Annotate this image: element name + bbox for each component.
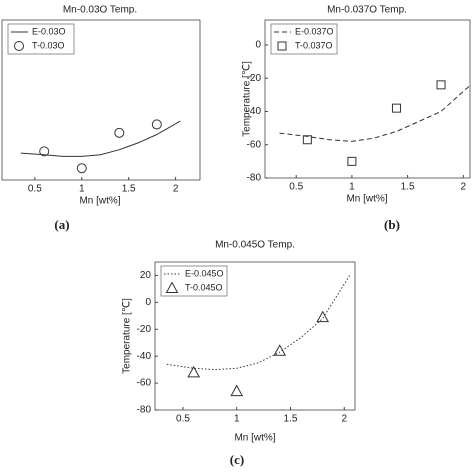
legend-label: T-0.045O [185,282,223,292]
plot-area [1,19,201,181]
y-tick-label: -80 [137,405,152,416]
legend-label: T-0.037O [295,40,333,50]
x-tick-label: 2 [173,184,179,195]
x-tick-label: 1.5 [284,414,298,425]
legend-marker [165,281,179,293]
line [279,86,470,142]
panel-label: (c) [230,452,244,467]
chart-title: Mn-0.037O Temp. [327,5,407,16]
x-axis-label: Mn [wt%] [79,196,120,207]
point [187,365,201,378]
legend-marker [14,41,24,51]
legend-box [270,23,338,55]
y-tick-label: 0 [145,297,151,308]
panel-label: (a) [54,217,69,232]
line [166,275,351,371]
point [347,156,357,166]
point [76,163,87,174]
y-tick-label: -60 [247,139,262,150]
x-tick-label: 1 [349,182,355,193]
legend-label: E-0.037O [295,26,334,36]
x-tick-label: 1.5 [122,184,136,195]
y-tick-label: 20 [140,270,152,281]
point [391,103,401,113]
point [39,146,50,157]
x-axis-label: Mn [wt%] [234,433,275,444]
point [151,119,162,130]
line [20,120,181,157]
panel-label: (b) [384,217,400,232]
x-tick-label: 2 [341,414,347,425]
plot-area [264,19,471,179]
legend-label: E-0.03O [32,26,66,36]
plot-area [154,261,356,411]
x-tick-label: 2 [461,182,467,193]
point [114,127,125,138]
x-tick-label: 0.5 [289,182,303,193]
point [273,344,287,356]
legend-label: T-0.03O [32,40,65,50]
y-axis-label: Temperature [℃] [242,61,253,137]
y-tick-label: -80 [247,173,262,184]
x-tick-label: 0.5 [176,414,190,425]
y-axis-label: Temperature [℃] [122,298,133,374]
x-tick-label: 1 [79,184,85,195]
y-tick-label: -20 [247,73,262,84]
y-tick-label: -20 [137,324,152,335]
chart-title: Mn-0.045O Temp. [215,240,295,251]
y-tick-label: 0 [255,40,261,51]
legend-box [160,265,228,297]
point [316,310,330,323]
y-tick-label: -40 [247,106,262,117]
point [302,135,312,145]
legend-box [7,23,75,55]
chart-title: Mn-0.03O Temp. [63,5,137,16]
x-tick-label: 1 [234,414,240,425]
y-tick-label: -40 [137,351,152,362]
y-tick-label: -60 [137,378,152,389]
x-axis-label: Mn [wt%] [346,194,387,205]
legend-marker [277,41,287,51]
point [230,384,244,397]
point [436,80,446,90]
x-tick-label: 0.5 [28,184,42,195]
legend-label: E-0.045O [185,268,224,278]
x-tick-label: 1.5 [401,182,415,193]
